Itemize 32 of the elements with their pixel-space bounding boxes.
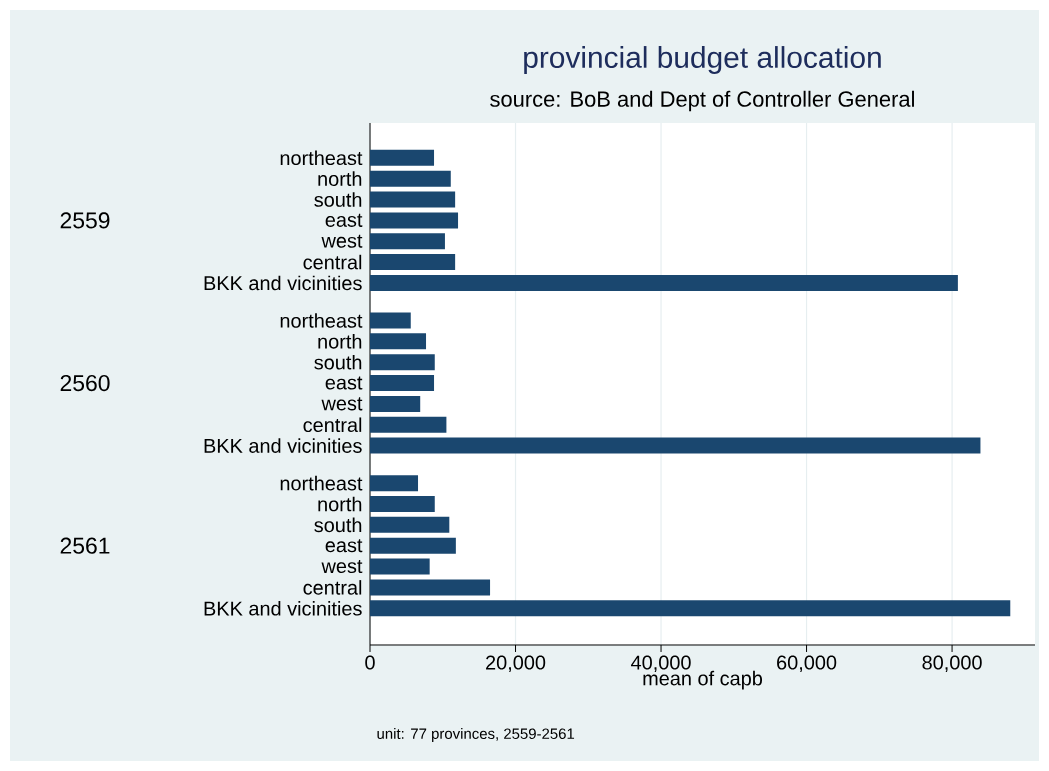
y-tick-label: south — [314, 517, 362, 533]
y-tick-label: east — [325, 539, 363, 553]
x-tick-label: 40,000 — [631, 655, 691, 672]
y-tick-label: northeast — [280, 313, 363, 328]
y-tick-label: north — [318, 496, 362, 512]
y-tick-label: north — [318, 171, 362, 186]
y-tick-label: south — [314, 354, 362, 370]
chart-title: provincial budget allocation — [524, 46, 881, 74]
y-tick-label: northeast — [280, 150, 363, 166]
y-tick-label: south — [314, 192, 362, 207]
x-tick-label: 80,000 — [922, 655, 982, 672]
y-tick-label: west — [321, 234, 363, 248]
y-tick-label: central — [303, 417, 362, 433]
y-tick-label: BKK and vicinities — [204, 275, 362, 291]
y-tick-label: east — [325, 213, 363, 227]
text: 2559 — [60, 212, 110, 229]
text: unit: 77 provinces, 2559-2561 — [377, 728, 575, 742]
text: 2560 — [60, 374, 110, 392]
y-tick-label: west — [321, 397, 363, 411]
y-tick-label: west — [321, 560, 363, 574]
y-tick-label: BKK and vicinities — [204, 438, 362, 453]
y-tick-label: north — [318, 334, 362, 349]
y-tick-label: east — [325, 376, 363, 390]
chart-subtitle: source: BoB and Dept of Controller General — [490, 90, 914, 112]
y-tick-label: central — [303, 580, 362, 595]
x-tick-label: 60,000 — [777, 655, 837, 672]
text: 2561 — [60, 537, 110, 554]
y-tick-label: central — [303, 254, 362, 270]
x-tick-label: 20,000 — [486, 655, 546, 672]
x-tick-label: 0 — [365, 655, 375, 670]
y-tick-label: BKK and vicinities — [204, 600, 362, 616]
y-tick-label: northeast — [280, 475, 363, 491]
